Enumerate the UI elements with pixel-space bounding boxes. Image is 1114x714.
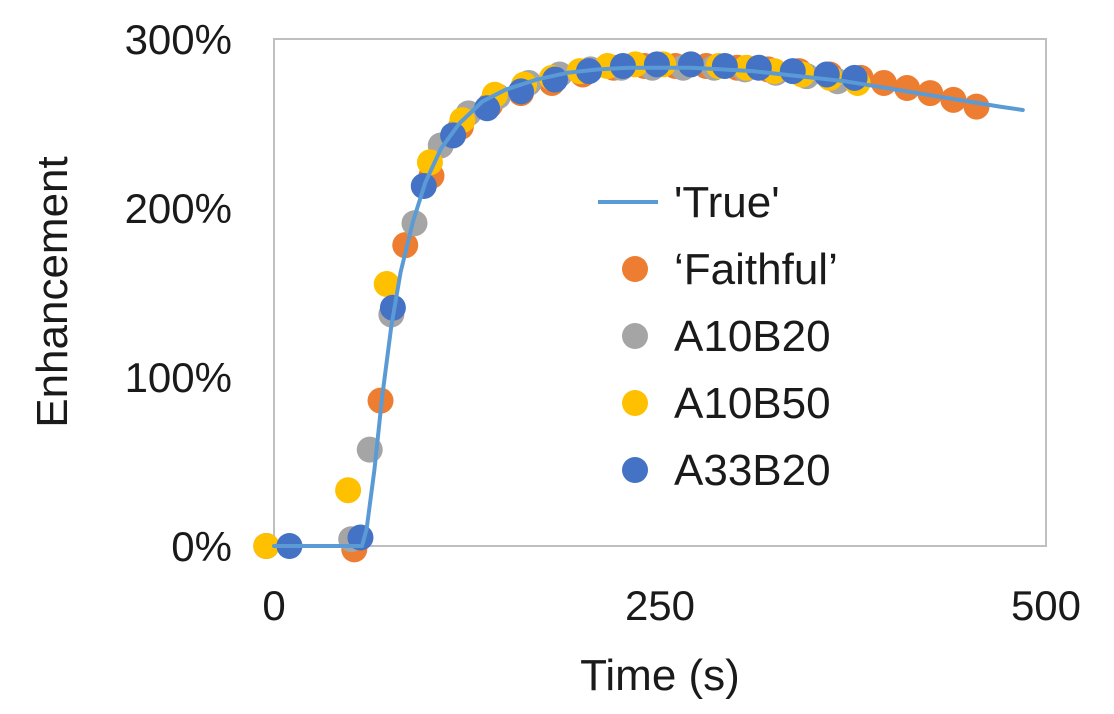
series-layer [253,51,1025,563]
data-point [335,477,362,504]
legend-marker-swatch [622,457,648,483]
data-point [917,80,944,107]
x-axis-title: Time (s) [580,651,740,700]
x-axis-ticks: 0 250 500 [262,582,1081,629]
data-point [870,69,897,96]
y-tick-label: 0% [171,523,232,570]
x-tick-label: 500 [1011,582,1081,629]
data-point [253,533,280,559]
data-point [963,93,990,120]
legend-label: A10B50 [674,379,831,428]
legend-label: ‘Faithful’ [674,245,838,294]
series-line-true [272,65,1025,548]
series-faithful [253,53,990,563]
x-tick-label: 250 [625,582,695,629]
data-point [779,58,806,85]
y-axis-title: Enhancement [28,156,77,428]
data-point [813,61,840,88]
legend-label: 'True' [674,178,780,227]
series-a33b20 [276,51,868,559]
legend-label: A33B20 [674,446,831,495]
legend-label: A10B20 [674,312,831,361]
plot-area-border [273,38,1047,547]
y-tick-label: 300% [125,16,232,63]
data-point [894,75,921,102]
legend-marker-swatch [622,323,648,349]
legend: 'True' ‘Faithful’ A10B20 A10B50 A33B20 [598,178,838,495]
x-tick-label: 0 [262,582,285,629]
data-point [677,51,704,78]
data-point [745,54,772,81]
data-point [643,51,670,78]
data-point [841,64,868,91]
legend-marker-swatch [622,256,648,282]
y-tick-label: 200% [125,185,232,232]
y-axis-ticks: 0% 100% 200% 300% [125,16,232,570]
y-tick-label: 100% [125,354,232,401]
data-point [373,271,400,298]
legend-marker-swatch [622,390,648,416]
data-point [711,53,738,80]
